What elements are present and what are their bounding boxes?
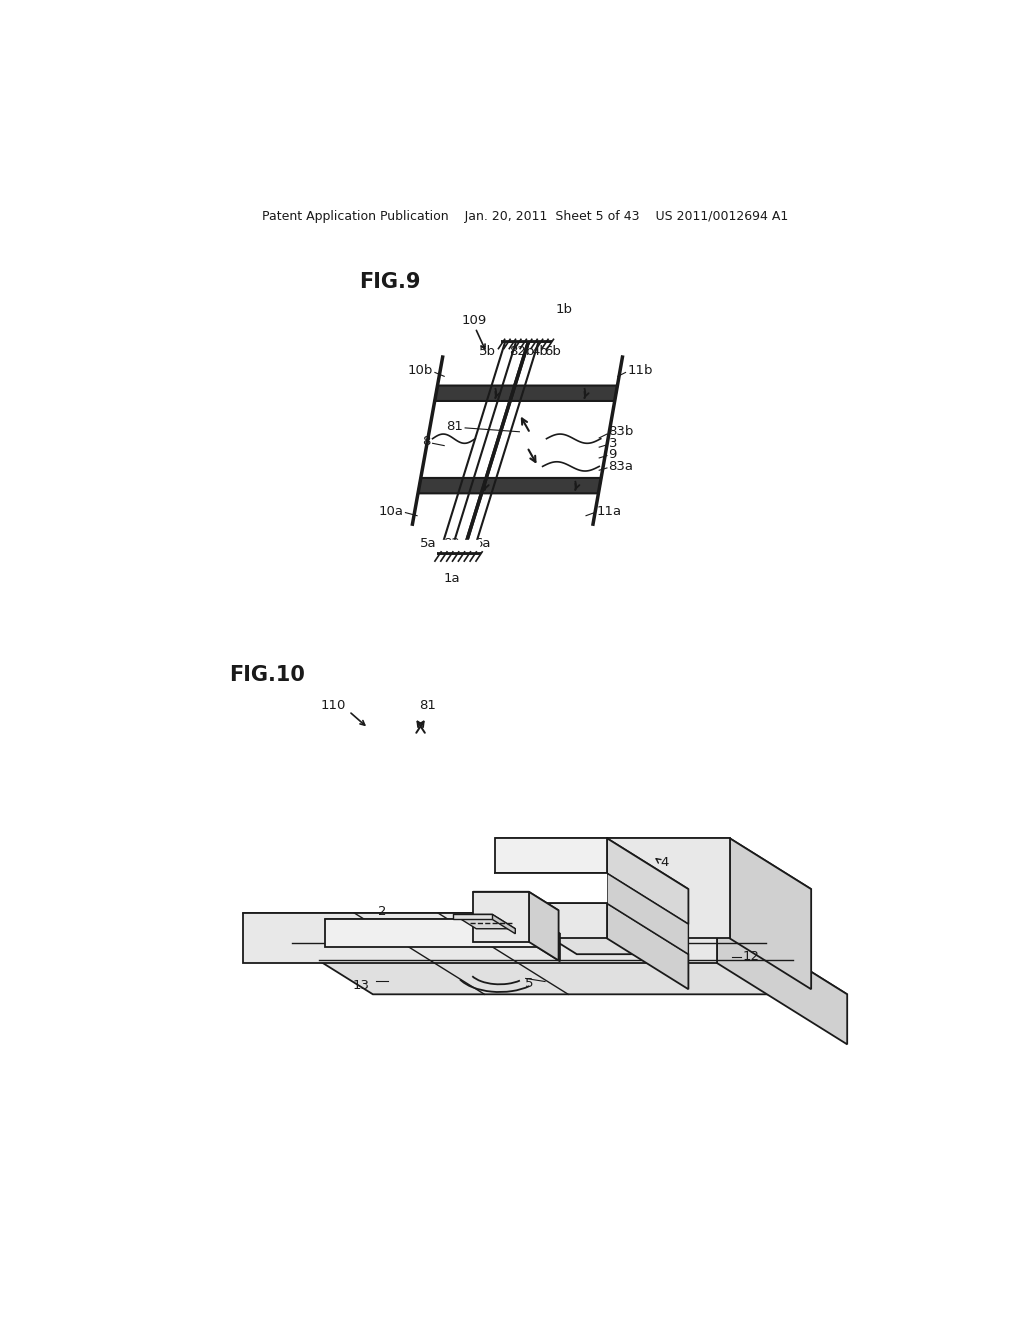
Polygon shape — [537, 919, 560, 961]
Text: 1a: 1a — [443, 572, 460, 585]
Polygon shape — [496, 903, 688, 954]
Polygon shape — [496, 874, 607, 903]
Text: FIG.10: FIG.10 — [228, 665, 304, 685]
Polygon shape — [607, 874, 688, 954]
Text: 83b: 83b — [608, 425, 634, 438]
Text: 5a: 5a — [420, 537, 436, 550]
Text: 6b: 6b — [544, 345, 561, 358]
Polygon shape — [418, 478, 601, 494]
Text: 83a: 83a — [608, 459, 634, 473]
Polygon shape — [325, 919, 560, 933]
Text: 82a: 82a — [443, 537, 468, 550]
Polygon shape — [730, 838, 811, 989]
Text: 9: 9 — [608, 447, 616, 461]
Polygon shape — [607, 838, 730, 939]
Polygon shape — [607, 838, 688, 924]
Polygon shape — [607, 838, 811, 890]
Text: 2: 2 — [379, 904, 387, 917]
Polygon shape — [496, 838, 607, 874]
Text: 10a: 10a — [378, 504, 403, 517]
Text: 110: 110 — [321, 698, 346, 711]
Text: 81: 81 — [445, 420, 463, 433]
Text: 8: 8 — [422, 436, 430, 449]
Text: 13: 13 — [353, 978, 370, 991]
Polygon shape — [493, 915, 515, 933]
Text: 109: 109 — [461, 314, 486, 326]
Text: 11b: 11b — [628, 363, 653, 376]
Polygon shape — [607, 903, 688, 989]
Text: 4a: 4a — [461, 537, 478, 550]
Polygon shape — [496, 874, 607, 903]
Polygon shape — [435, 385, 617, 401]
Text: 4: 4 — [660, 855, 669, 869]
Polygon shape — [243, 913, 847, 994]
Text: 3: 3 — [521, 896, 529, 909]
Text: 6a: 6a — [474, 537, 490, 550]
Text: 81: 81 — [419, 698, 435, 711]
Text: 5: 5 — [525, 977, 534, 990]
Polygon shape — [473, 892, 558, 911]
Text: 10b: 10b — [408, 363, 432, 376]
Polygon shape — [496, 903, 607, 939]
Text: Patent Application Publication    Jan. 20, 2011  Sheet 5 of 43    US 2011/001269: Patent Application Publication Jan. 20, … — [262, 210, 787, 223]
Polygon shape — [502, 323, 550, 341]
Text: 11a: 11a — [597, 504, 622, 517]
Polygon shape — [717, 913, 847, 1044]
Polygon shape — [438, 540, 479, 553]
Text: FIG.9: FIG.9 — [359, 272, 421, 292]
Polygon shape — [528, 892, 558, 961]
Text: 82b: 82b — [509, 345, 535, 358]
Text: 12: 12 — [742, 950, 759, 964]
Text: 1b: 1b — [556, 302, 572, 315]
Polygon shape — [496, 838, 688, 890]
Polygon shape — [473, 892, 528, 941]
Polygon shape — [454, 915, 515, 929]
Text: 3: 3 — [608, 437, 617, 450]
Polygon shape — [325, 919, 537, 946]
Polygon shape — [454, 915, 493, 919]
Text: 5b: 5b — [479, 345, 496, 358]
Text: 4b: 4b — [531, 345, 548, 358]
Polygon shape — [243, 913, 717, 964]
